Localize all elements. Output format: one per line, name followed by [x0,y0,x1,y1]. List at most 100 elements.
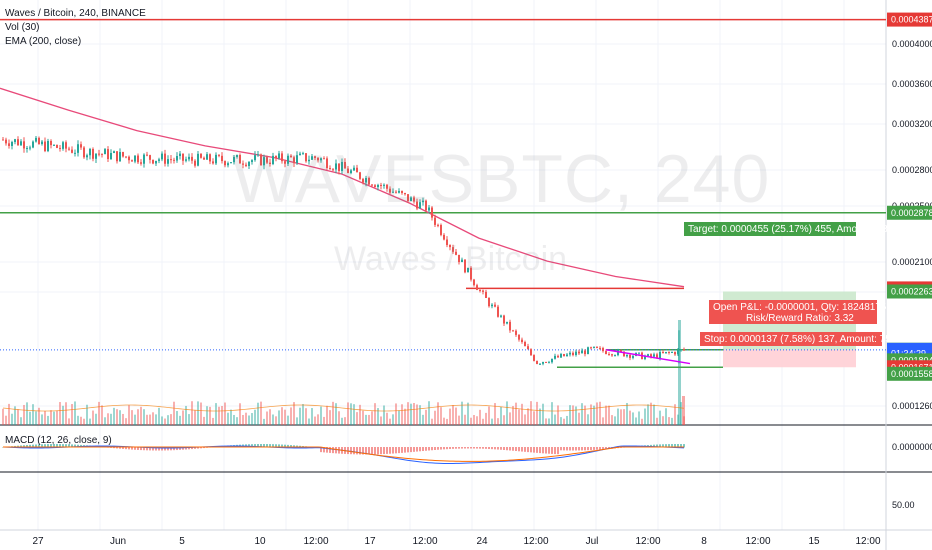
macd-histogram-bar [545,447,547,454]
volume-bar [374,403,376,425]
price-badge [887,284,932,299]
volume-bar [506,401,508,425]
volume-bar [596,402,598,425]
volume-bar [128,405,130,425]
volume-bar [161,416,163,425]
macd-histogram-bar [554,447,556,455]
volume-bar [656,417,658,425]
ema-line [0,87,685,288]
macd-histogram-bar [287,444,289,448]
position-labels: Target: 0.0000455 (25.17%) 455, Amount: … [684,222,902,346]
legend-volume[interactable]: Vol (30) [5,22,40,33]
candle [293,157,295,164]
candle [254,155,256,161]
volume-bar [467,402,469,425]
horizontal-levels[interactable] [0,18,886,369]
macd-histogram-bar [389,447,391,454]
volume-bar [419,405,421,425]
volume-bar [284,409,286,425]
macd-histogram-bar [416,447,418,452]
legend-macd[interactable]: MACD (12, 26, close, 9) [5,435,112,446]
candle [671,352,673,354]
candle [23,141,25,149]
macd-histogram-bar [548,447,550,454]
candle [2,139,4,141]
candle [14,139,16,143]
volume-bar [197,401,199,425]
volume-bar [191,401,193,425]
candle [572,352,574,356]
volume-bar [50,410,52,425]
candle [677,349,679,355]
macd-histogram-bar [23,445,25,448]
volume-bar [413,402,415,425]
candle [299,153,301,156]
volume-bar [644,408,646,425]
time-tick: 17 [364,536,376,547]
volume-bar [20,417,22,425]
volume-bar [428,401,430,425]
volume-bar [77,415,79,425]
candle [149,155,151,160]
volume-bar [392,414,394,425]
macd-histogram-bar [470,447,472,449]
macd-histogram-bar [407,447,409,453]
macd-histogram-bar [497,447,499,450]
volume-bar [365,414,367,425]
volume-bar [359,404,361,425]
macd-histogram-bar [440,447,442,450]
volume-bar [647,404,649,425]
macd-histogram-bar [443,447,445,450]
volume-bar [185,405,187,425]
volume-bar [23,404,25,425]
candle [161,153,163,160]
candle [341,161,343,171]
volume-ma-line [2,404,685,412]
price-badge-label: 0.0002878 [891,208,932,218]
macd-histogram-bar [386,447,388,454]
macd-histogram-bar [398,447,400,454]
macd-histogram-bar [125,447,127,450]
candle [113,151,115,153]
volume-bar [317,414,319,425]
legend-ema[interactable]: EMA (200, close) [5,36,82,47]
volume-bar [638,411,640,425]
macd-histogram-bar [182,447,184,450]
candle [614,355,616,357]
volume-bar [293,402,295,425]
volume-bar [617,408,619,425]
macd-histogram-bar [326,447,328,453]
volume-bar [347,402,349,425]
candle [8,143,10,146]
macd-histogram-bar [602,447,604,450]
volume-bar [383,405,385,425]
macd-histogram-bar [113,447,115,449]
legend-main[interactable]: Waves / Bitcoin, 240, BINANCE [5,8,146,19]
trendline[interactable] [605,348,691,365]
price-badge [887,12,932,27]
volume-bar [608,405,610,425]
candle [317,158,319,161]
macd-histogram-bar [467,447,469,449]
macd-histogram-bar [44,444,46,448]
volume-bar [158,407,160,425]
macd-histogram-bar [62,444,64,448]
macd-histogram-bar [53,444,55,448]
candle [122,152,124,157]
volume-bar [473,415,475,425]
volume-bar [377,408,379,425]
volume-bar [239,403,241,425]
candle [191,156,193,161]
macd-histogram-bar [32,444,34,448]
candle [416,201,418,209]
candle [131,160,133,162]
volume-bar [566,415,568,425]
volume-bar [479,409,481,425]
macd-histogram-bar [29,444,31,448]
volume-bar [521,403,523,425]
macd-histogram-bar [185,447,187,450]
time-tick: 12:00 [855,536,880,547]
volume-bar [437,402,439,425]
macd-tick: 0.0000000 [892,442,932,452]
